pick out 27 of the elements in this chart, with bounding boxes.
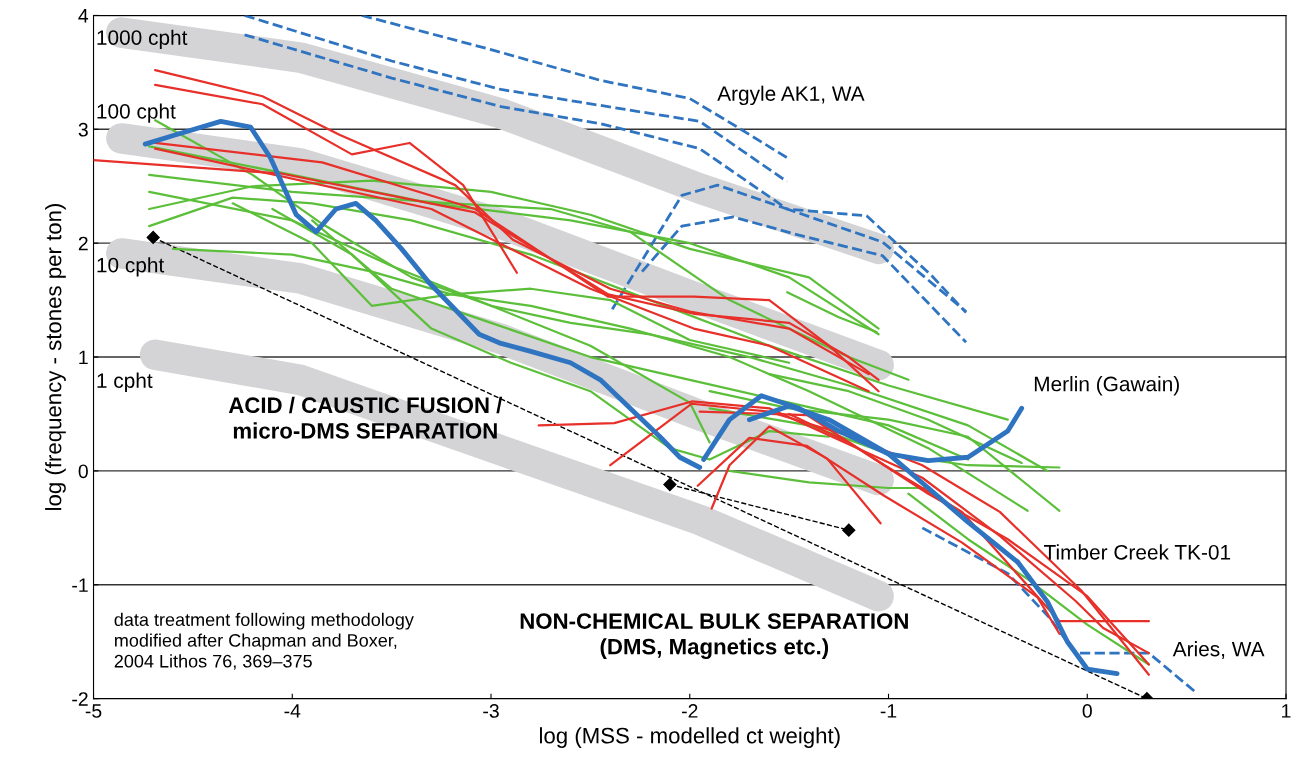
x-tick-label: -2 — [681, 704, 698, 718]
annotation: 1000 cpht — [97, 29, 188, 50]
x-tick-label: 1 — [1282, 704, 1291, 718]
y-tick-label: 0 — [78, 464, 88, 479]
x-tick-label: -5 — [85, 704, 102, 718]
annotation: 1 cpht — [97, 372, 153, 393]
annotation: Merlin (Gawain) — [1034, 376, 1179, 396]
y-tick-label: 2 — [78, 236, 88, 251]
annotation: Aries, WA — [1172, 641, 1265, 659]
annotation: NON-CHEMICAL BULK SEPARATION (DMS, Magnetics etc.) — [520, 613, 908, 659]
x-axis-title: log (MSS - modelled ct weight) — [539, 727, 840, 748]
x-tick-label: -1 — [880, 704, 897, 718]
y-tick-label: 1 — [79, 350, 88, 365]
annotation: Timber Creek TK-01 — [1044, 544, 1231, 560]
annotation: Argyle AK1, WA — [717, 85, 865, 106]
annotation: 10 cpht — [97, 257, 165, 277]
annotation: data treatment following methodology modified after Chapman and Boxer, 2004 Lithos 76, 369–375 — [114, 612, 414, 670]
annotation: ACID / CAUSTIC FUSION / micro-DMS SEPARATION — [228, 396, 503, 439]
y-tick-label: -1 — [72, 578, 88, 592]
x-tick-label: -4 — [284, 704, 301, 718]
x-tick-label: 0 — [1082, 704, 1092, 718]
y-axis-title: log (frequency - stones per ton) — [45, 204, 66, 510]
y-tick-label: 3 — [78, 122, 88, 137]
x-tick-label: -3 — [483, 704, 499, 718]
y-tick-label: -2 — [72, 692, 88, 706]
y-tick-label: 4 — [78, 9, 89, 23]
annotation: 100 cpht — [97, 103, 176, 123]
